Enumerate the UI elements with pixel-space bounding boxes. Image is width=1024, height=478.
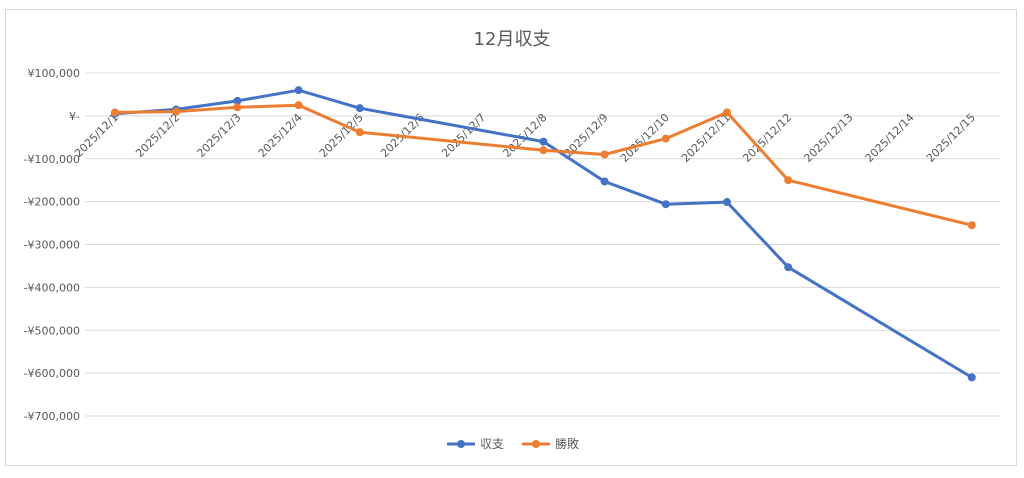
data-point	[723, 198, 731, 207]
data-point	[233, 103, 242, 112]
data-point	[661, 200, 670, 209]
data-point	[600, 150, 609, 159]
series-1	[111, 86, 976, 382]
data-point	[539, 146, 548, 155]
legend-label: 収支	[480, 437, 504, 451]
y-tick-label: ¥100,000	[28, 67, 81, 80]
data-point	[233, 96, 242, 105]
legend-label: 勝敗	[555, 436, 579, 451]
data-point	[294, 101, 303, 110]
y-tick-label: ¥-	[69, 110, 80, 123]
series-2	[111, 101, 976, 230]
chart-frame	[5, 9, 1017, 466]
series-line	[113, 88, 974, 379]
x-tick-label: 2025/12/2	[133, 111, 182, 160]
chart-title: 12月収支	[474, 29, 551, 50]
data-point	[172, 107, 181, 116]
data-point	[967, 221, 976, 230]
gridlines	[85, 72, 1000, 417]
x-tick-label: 2025/12/4	[256, 111, 305, 160]
data-point	[355, 104, 364, 113]
legend-swatch-marker	[457, 440, 465, 448]
data-point	[294, 86, 303, 95]
y-tick-label: -¥700,000	[24, 410, 80, 423]
data-point	[600, 177, 609, 186]
x-tick-label: 2025/12/15	[924, 111, 978, 165]
x-tick-label: 2025/12/14	[863, 111, 917, 165]
x-tick-label: 2025/12/13	[801, 111, 855, 165]
x-tick-label: 2025/12/3	[194, 111, 243, 160]
data-point	[723, 108, 731, 117]
data-point	[111, 108, 119, 117]
y-tick-label: -¥600,000	[24, 367, 80, 380]
legend-item: 勝敗	[522, 436, 579, 451]
data-point	[661, 134, 670, 143]
x-tick-label: 2025/12/11	[679, 111, 733, 165]
legend: 収支 勝敗	[447, 436, 579, 451]
y-tick-label: -¥300,000	[24, 239, 80, 252]
data-point	[784, 263, 793, 272]
y-tick-label: -¥400,000	[24, 281, 80, 294]
y-axis-labels: ¥100,000 ¥- -¥100,000 -¥200,000 -¥300,000 -¥4…	[24, 67, 80, 423]
legend-item: 収支	[447, 437, 504, 451]
x-tick-label: 2025/12/7	[439, 111, 488, 160]
data-point	[784, 176, 793, 185]
y-tick-label: -¥500,000	[24, 324, 80, 337]
y-tick-label: -¥100,000	[24, 153, 80, 166]
data-point	[539, 137, 548, 146]
data-point	[355, 128, 364, 137]
series-group	[111, 86, 976, 382]
legend-swatch-marker	[532, 440, 540, 448]
data-point	[967, 373, 976, 382]
y-tick-label: -¥200,000	[24, 196, 80, 209]
